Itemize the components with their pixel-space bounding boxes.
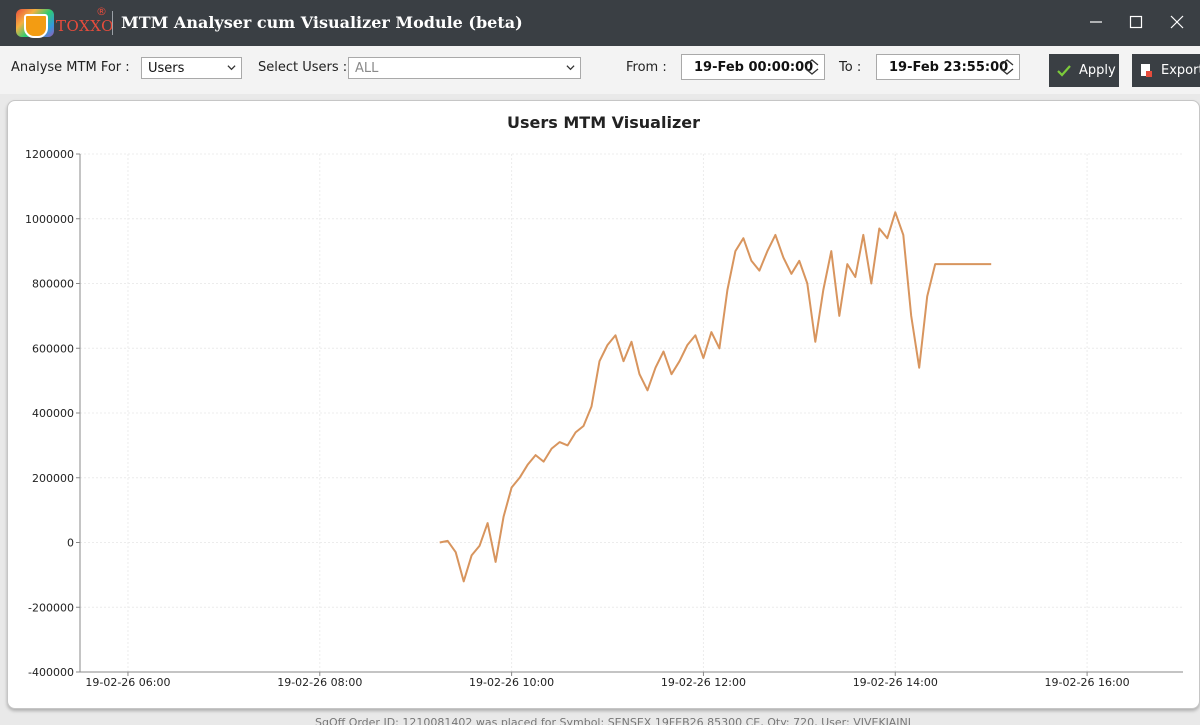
select-users-value: ALL: [355, 61, 379, 76]
shield-icon: [24, 14, 48, 38]
logo-text: TOXXO: [56, 17, 114, 35]
y-tick-label: 600000: [32, 342, 74, 355]
export-button-label: Export: [1161, 63, 1200, 78]
title-separator: [112, 11, 113, 35]
to-label: To :: [839, 60, 862, 75]
from-label: From :: [626, 60, 667, 75]
maximize-button[interactable]: [1116, 8, 1156, 36]
status-bar: SqOff Order ID: 1210081402 was placed fo…: [0, 712, 1200, 725]
registered-mark: ®: [96, 5, 107, 18]
apply-button-label: Apply: [1079, 63, 1116, 78]
to-datetime-value: 19-Feb 23:55:00: [889, 60, 1009, 75]
analyse-mtm-select[interactable]: Users: [141, 57, 242, 79]
export-document-icon: [1140, 63, 1153, 78]
chevron-down-icon: [227, 65, 236, 71]
x-tick-label: 19-02-26 16:00: [1045, 676, 1130, 689]
maximize-icon: [1129, 15, 1143, 29]
spinner-arrows-icon[interactable]: [804, 57, 820, 77]
title-bar: TOXXO ® MTM Analyser cum Visualizer Modu…: [0, 0, 1200, 46]
from-datetime-value: 19-Feb 00:00:00: [694, 60, 814, 75]
mtm-line-chart: -400000 -200000 0 200000 400000 600000 800000 1…: [25, 148, 1183, 689]
close-button[interactable]: [1157, 8, 1197, 36]
x-tick-label: 19-02-26 08:00: [277, 676, 362, 689]
spinner-arrows-icon[interactable]: [999, 57, 1015, 77]
y-tick-label: -400000: [28, 666, 74, 679]
y-tick-label: 0: [67, 537, 74, 550]
chevron-down-icon: [566, 65, 575, 71]
minimize-button[interactable]: [1076, 8, 1116, 36]
chart-panel: Users MTM Visualizer -400000 -200000 0 2000…: [7, 100, 1200, 709]
x-tick-label: 19-02-26 10:00: [469, 676, 554, 689]
chart-title: Users MTM Visualizer: [507, 113, 700, 132]
analyse-mtm-value: Users: [148, 61, 185, 76]
x-tick-label: 19-02-26 12:00: [661, 676, 746, 689]
to-datetime-picker[interactable]: 19-Feb 23:55:00: [876, 54, 1020, 80]
select-users-dropdown[interactable]: ALL: [348, 57, 581, 79]
mtm-series-line: [439, 211, 992, 583]
filter-toolbar: Analyse MTM For : Users Select Users : A…: [0, 46, 1200, 94]
x-tick-label: 19-02-26 14:00: [853, 676, 938, 689]
apply-button[interactable]: Apply: [1049, 54, 1119, 87]
status-message: SqOff Order ID: 1210081402 was placed fo…: [315, 716, 911, 725]
y-tick-label: 200000: [32, 472, 74, 485]
from-datetime-picker[interactable]: 19-Feb 00:00:00: [681, 54, 825, 80]
y-tick-label: 400000: [32, 407, 74, 420]
y-tick-label: 800000: [32, 278, 74, 291]
select-users-label: Select Users :: [258, 60, 348, 75]
y-tick-label: -200000: [28, 601, 74, 614]
close-icon: [1170, 15, 1184, 29]
y-tick-label: 1000000: [25, 213, 74, 226]
checkmark-icon: [1057, 64, 1071, 77]
analyse-mtm-label: Analyse MTM For :: [11, 60, 130, 75]
window-title: MTM Analyser cum Visualizer Module (beta…: [121, 13, 523, 32]
y-tick-label: 1200000: [25, 148, 74, 161]
app-logo: TOXXO ®: [14, 5, 114, 40]
export-button[interactable]: Export: [1132, 54, 1200, 87]
minimize-icon: [1090, 21, 1102, 23]
x-tick-label: 19-02-26 06:00: [85, 676, 170, 689]
